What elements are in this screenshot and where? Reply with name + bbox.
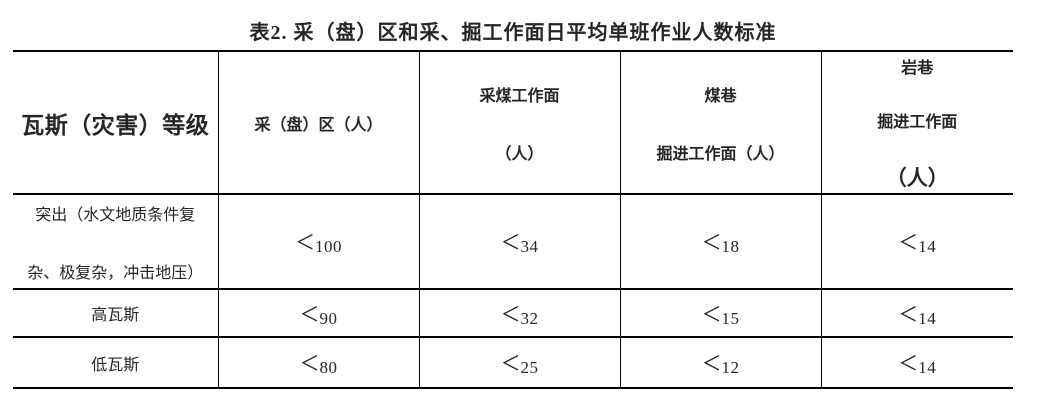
header-rock-roadway-line1: 岩巷 bbox=[901, 59, 934, 77]
value-number: 14 bbox=[918, 237, 937, 256]
value-cell: ＜15 bbox=[619, 288, 822, 338]
less-than-sign: ＜ bbox=[500, 232, 521, 254]
header-cell-gas-level: 瓦斯（灾害）等级 bbox=[13, 50, 219, 195]
value-cell: ＜12 bbox=[619, 336, 822, 389]
row-label-cell: 突出（水文地质条件复 杂、极复杂，冲击地压） bbox=[13, 193, 219, 290]
less-than-sign: ＜ bbox=[898, 232, 919, 254]
header-cell-coal-roadway-face: 煤巷 掘进工作面（人） bbox=[619, 50, 822, 195]
value-number: 25 bbox=[520, 358, 539, 377]
value-number: 100 bbox=[315, 237, 342, 256]
value-cell: ＜90 bbox=[217, 288, 420, 338]
value-cell: ＜14 bbox=[820, 336, 1013, 389]
header-cell-rock-roadway-face: 岩巷 掘进工作面 （人） bbox=[820, 50, 1013, 195]
header-coal-roadway-line1: 煤巷 bbox=[704, 87, 737, 105]
value-number: 15 bbox=[721, 308, 740, 328]
value-number: 32 bbox=[520, 308, 539, 328]
less-than-sign: ＜ bbox=[701, 232, 722, 254]
value-cell: ＜32 bbox=[418, 288, 621, 338]
header-cell-mining-area: 采（盘）区（人） bbox=[217, 50, 420, 195]
value-number: 18 bbox=[721, 237, 740, 256]
value-number: 90 bbox=[319, 308, 338, 328]
less-than-sign: ＜ bbox=[295, 232, 315, 254]
less-than-sign: ＜ bbox=[500, 353, 521, 375]
less-than-sign: ＜ bbox=[299, 353, 320, 375]
value-number: 34 bbox=[520, 237, 539, 256]
header-coal-face-line1: 采煤工作面 bbox=[479, 87, 560, 105]
table-header-row: 瓦斯（灾害）等级 采（盘）区（人） 采煤工作面 （人） 煤巷 掘进工作面（人） bbox=[13, 50, 1013, 195]
header-rock-roadway-line3: （人） bbox=[885, 165, 949, 190]
value-number: 14 bbox=[918, 358, 937, 377]
header-rock-roadway-line2: 掘进工作面 bbox=[877, 113, 958, 131]
less-than-sign: ＜ bbox=[500, 303, 521, 326]
value-cell: ＜34 bbox=[418, 193, 621, 290]
row-label-cell: 低瓦斯 bbox=[13, 336, 219, 389]
row-label-line1: 突出（水文地质条件复 bbox=[35, 206, 196, 224]
personnel-standard-table: 瓦斯（灾害）等级 采（盘）区（人） 采煤工作面 （人） 煤巷 掘进工作面（人） bbox=[13, 50, 1013, 389]
value-cell: ＜100 bbox=[217, 193, 420, 290]
value-cell: ＜18 bbox=[619, 193, 822, 290]
less-than-sign: ＜ bbox=[299, 303, 320, 326]
table-row-outburst: 突出（水文地质条件复 杂、极复杂，冲击地压） ＜100 ＜34 ＜18 ＜14 bbox=[13, 193, 1013, 290]
value-cell: ＜80 bbox=[217, 336, 420, 389]
less-than-sign: ＜ bbox=[701, 353, 722, 375]
row-label-cell: 高瓦斯 bbox=[13, 288, 219, 338]
header-coal-face-line2: （人） bbox=[495, 145, 544, 163]
value-number: 12 bbox=[721, 358, 740, 377]
value-cell: ＜14 bbox=[820, 288, 1013, 338]
value-cell: ＜14 bbox=[820, 193, 1013, 290]
header-cell-coal-mining-face: 采煤工作面 （人） bbox=[418, 50, 621, 195]
header-coal-roadway-line2: 掘进工作面（人） bbox=[656, 145, 785, 163]
row-label-line2: 杂、极复杂，冲击地压） bbox=[27, 264, 204, 282]
value-cell: ＜25 bbox=[418, 336, 621, 389]
header-gas-level-label: 瓦斯（灾害）等级 bbox=[21, 112, 210, 138]
table-title: 表2. 采（盘）区和采、掘工作面日平均单班作业人数标准 bbox=[249, 22, 777, 44]
value-number: 14 bbox=[918, 308, 937, 328]
table-row-high-gas: 高瓦斯 ＜90 ＜32 ＜15 ＜14 bbox=[13, 288, 1013, 338]
less-than-sign: ＜ bbox=[898, 353, 919, 375]
less-than-sign: ＜ bbox=[898, 303, 919, 326]
table-row-low-gas: 低瓦斯 ＜80 ＜25 ＜12 ＜14 bbox=[13, 336, 1013, 389]
less-than-sign: ＜ bbox=[701, 303, 722, 326]
header-mining-area-label: 采（盘）区（人） bbox=[254, 116, 383, 134]
value-number: 80 bbox=[319, 358, 338, 377]
